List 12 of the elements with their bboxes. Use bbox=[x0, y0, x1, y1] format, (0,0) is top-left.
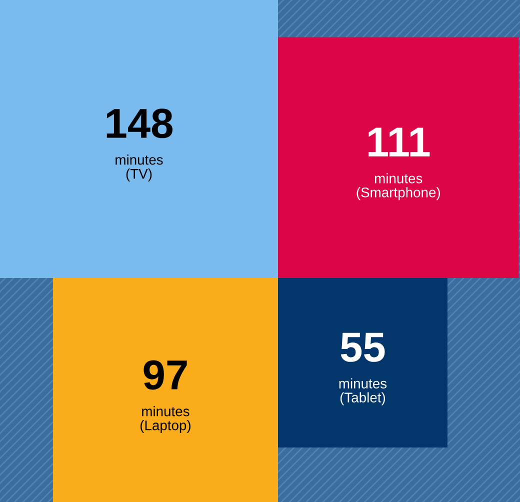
data-label: 111 bbox=[368, 128, 430, 156]
data-label: 97 bbox=[144, 360, 187, 390]
category-label: (Smartphone) bbox=[356, 187, 440, 200]
text: minutes bbox=[142, 406, 190, 416]
text: minutes bbox=[374, 173, 422, 184]
text: minutes bbox=[339, 378, 387, 388]
data-label: 55 bbox=[340, 332, 385, 362]
category-label: (TV) bbox=[126, 168, 152, 182]
category-label: (Tablet) bbox=[340, 392, 386, 406]
data-label: 148 bbox=[106, 108, 172, 138]
category-label: (Laptop) bbox=[140, 420, 190, 434]
text: minutes bbox=[116, 154, 163, 165]
